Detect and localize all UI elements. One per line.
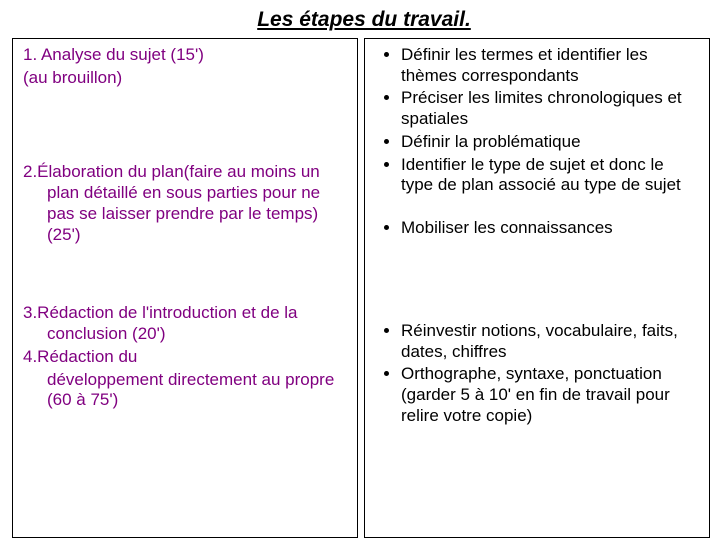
slide-title: Les étapes du travail. [0, 8, 728, 32]
bullet-group-2: Mobiliser les connaissances [375, 218, 699, 239]
spacer [23, 247, 347, 303]
bullet-item: Définir la problématique [401, 132, 699, 153]
step-1-sub: (au brouillon) [23, 68, 347, 89]
step-1: 1. Analyse du sujet (15') [23, 45, 347, 66]
bullet-group-3: Réinvestir notions, vocabulaire, faits, … [375, 321, 699, 427]
bullet-item: Orthographe, syntaxe, ponctuation (garde… [401, 364, 699, 426]
step-2: 2.Élaboration du plan(faire au moins un … [23, 162, 347, 245]
step-4-sub: développement directement au propre (60 … [23, 370, 347, 411]
bullet-item: Réinvestir notions, vocabulaire, faits, … [401, 321, 699, 362]
step-4: 4.Rédaction du [23, 347, 347, 368]
bullet-item: Identifier le type de sujet et donc le t… [401, 155, 699, 196]
bullet-item: Préciser les limites chronologiques et s… [401, 88, 699, 129]
slide: Les étapes du travail. 1. Analyse du suj… [0, 8, 728, 554]
spacer [375, 198, 699, 218]
spacer [375, 241, 699, 321]
step-3: 3.Rédaction de l'introduction et de la c… [23, 303, 347, 344]
bullet-item: Définir les termes et identifier les thè… [401, 45, 699, 86]
bullet-item: Mobiliser les connaissances [401, 218, 699, 239]
left-column: 1. Analyse du sujet (15') (au brouillon)… [12, 38, 358, 538]
columns-container: 1. Analyse du sujet (15') (au brouillon)… [0, 38, 728, 538]
spacer [23, 90, 347, 162]
right-column: Définir les termes et identifier les thè… [364, 38, 710, 538]
bullet-group-1: Définir les termes et identifier les thè… [375, 45, 699, 196]
